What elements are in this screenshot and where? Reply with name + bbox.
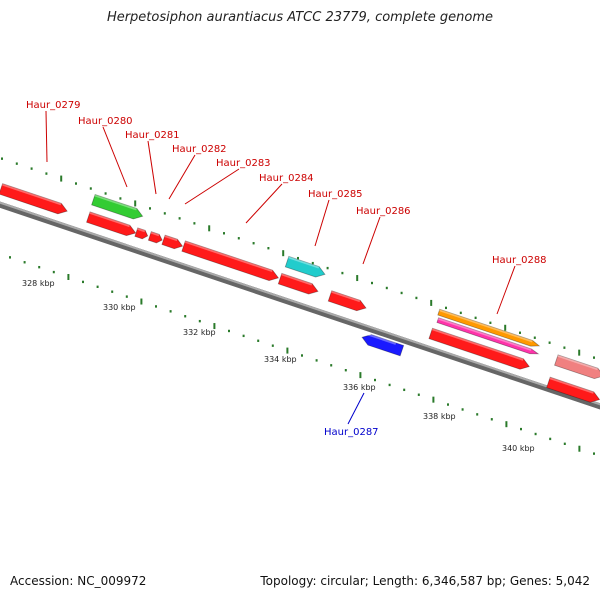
gene-arrow[interactable] xyxy=(360,332,405,357)
label-leader-line xyxy=(362,216,381,265)
gene-label: Haur_0283 xyxy=(216,158,271,169)
gene-label: Haur_0288 xyxy=(492,255,547,266)
gene-arrow[interactable] xyxy=(437,308,541,348)
label-leader-line xyxy=(102,126,128,188)
gene-label: Haur_0282 xyxy=(172,144,227,155)
gene-arrow[interactable] xyxy=(436,317,540,357)
gene-arrow[interactable] xyxy=(284,255,326,279)
gene-label: Haur_0287 xyxy=(324,427,379,438)
label-leader-line xyxy=(347,392,365,425)
gene-label: Haur_0281 xyxy=(125,130,180,141)
scale-labels: 328 kbp 330 kbp 332 kbp 334 kbp 336 kbp 338 k… xyxy=(22,279,535,453)
gene-arrow[interactable] xyxy=(428,327,531,372)
label-leader-line xyxy=(147,140,157,195)
scale-label: 336 kbp xyxy=(343,383,376,392)
gene-arrow[interactable] xyxy=(0,183,69,217)
scale-label: 334 kbp xyxy=(264,355,297,364)
gene-features[interactable] xyxy=(0,183,600,405)
scale-label: 340 kbp xyxy=(502,444,535,453)
gene-label: Haur_0279 xyxy=(26,100,81,111)
label-leader-line xyxy=(245,183,283,224)
gene-arrow[interactable] xyxy=(134,227,149,240)
scale-label: 330 kbp xyxy=(103,303,136,312)
gene-arrow[interactable] xyxy=(327,290,368,314)
gene-label: Haur_0284 xyxy=(259,173,314,184)
scale-label: 338 kbp xyxy=(423,412,456,421)
gene-arrow[interactable] xyxy=(91,193,145,222)
label-leader-line xyxy=(496,265,516,315)
genome-summary: Topology: circular; Length: 6,346,587 bp… xyxy=(260,574,590,588)
gene-arrow[interactable] xyxy=(86,211,138,238)
gene-arrow[interactable] xyxy=(147,231,163,245)
scale-label: 332 kbp xyxy=(183,328,216,337)
upper-tick-track xyxy=(1,157,595,359)
label-leader-line xyxy=(314,199,330,247)
gene-label: Haur_0280 xyxy=(78,116,133,127)
lower-tick-track xyxy=(9,256,595,455)
label-leader-line xyxy=(168,154,196,200)
map-title: Herpetosiphon aurantiacus ATCC 23779, co… xyxy=(106,10,494,25)
gene-arrow[interactable] xyxy=(546,376,600,405)
gene-arrow[interactable] xyxy=(554,354,600,381)
gene-labels: Haur_0279 Haur_0280 Haur_0281 Haur_0282 Haur… xyxy=(26,100,547,438)
accession-text: Accession: NC_009972 xyxy=(10,574,147,588)
gene-arrow[interactable] xyxy=(181,240,280,283)
gene-label: Haur_0285 xyxy=(308,189,363,200)
label-leader-line xyxy=(184,168,240,205)
gene-arrow[interactable] xyxy=(161,234,184,251)
label-leader-line xyxy=(45,110,48,163)
gene-arrow[interactable] xyxy=(277,272,319,296)
scale-label: 328 kbp xyxy=(22,279,55,288)
gene-label: Haur_0286 xyxy=(356,206,411,217)
backbone xyxy=(0,201,600,410)
